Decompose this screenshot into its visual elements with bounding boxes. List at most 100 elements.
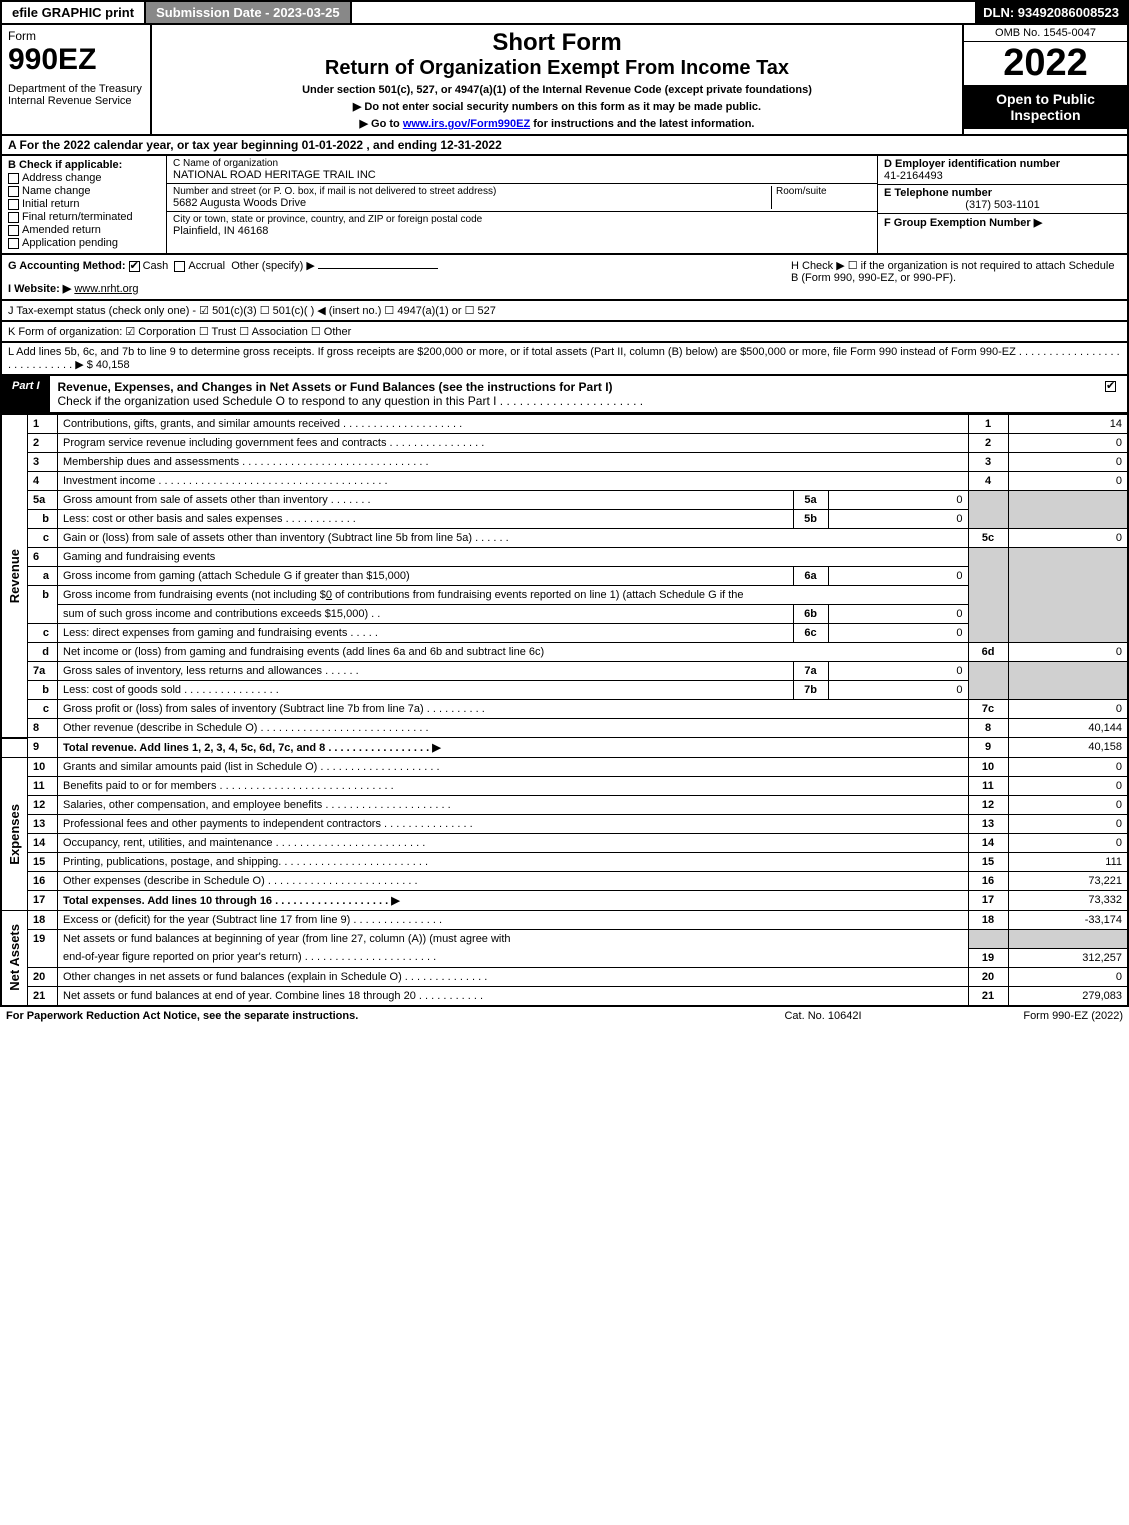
chk-address[interactable]: Address change <box>8 172 160 184</box>
l16-amt: 73,221 <box>1008 872 1128 891</box>
topbar-spacer <box>352 2 976 23</box>
l4-text: Investment income . . . . . . . . . . . … <box>58 472 969 491</box>
l7c-num: c <box>28 700 58 719</box>
col-b: B Check if applicable: Address change Na… <box>2 156 167 253</box>
chk-initial[interactable]: Initial return <box>8 198 160 210</box>
omb-number: OMB No. 1545-0047 <box>964 25 1127 42</box>
open-inspection: Open to Public Inspection <box>964 85 1127 129</box>
l6b-il: 6b <box>793 605 828 624</box>
header-right: OMB No. 1545-0047 2022 Open to Public In… <box>962 25 1127 134</box>
part1-label: Part I <box>2 376 50 412</box>
l-row: L Add lines 5b, 6c, and 7b to line 9 to … <box>0 343 1129 376</box>
rev-side-end <box>1 738 28 758</box>
l5b-ia: 0 <box>828 510 968 529</box>
e-cell: E Telephone number (317) 503-1101 <box>878 185 1127 214</box>
l16-ln: 16 <box>968 872 1008 891</box>
c-name-cell: C Name of organization NATIONAL ROAD HER… <box>167 156 877 184</box>
l12-text: Salaries, other compensation, and employ… <box>58 796 969 815</box>
l19-grey2 <box>1008 930 1128 949</box>
i-label: I Website: ▶ <box>8 283 71 295</box>
part1-title-text: Revenue, Expenses, and Changes in Net As… <box>58 380 613 394</box>
l5-grey1 <box>968 491 1008 529</box>
col-c: C Name of organization NATIONAL ROAD HER… <box>167 156 877 253</box>
l3-text: Membership dues and assessments . . . . … <box>58 453 969 472</box>
l6a-num: a <box>28 567 58 586</box>
l18-ln: 18 <box>968 911 1008 930</box>
l10-num: 10 <box>28 758 58 777</box>
footer-catno: Cat. No. 10642I <box>723 1010 923 1022</box>
l15-text: Printing, publications, postage, and shi… <box>58 853 969 872</box>
l6b-num: b <box>28 586 58 624</box>
l13-amt: 0 <box>1008 815 1128 834</box>
header-left: Form 990EZ Department of the Treasury In… <box>2 25 152 134</box>
chk-pending-lab: Application pending <box>22 237 118 249</box>
chk-name-lab: Name change <box>22 185 91 197</box>
c-city-label: City or town, state or province, country… <box>173 214 871 225</box>
l8-num: 8 <box>28 719 58 738</box>
c-addr-cell: Number and street (or P. O. box, if mail… <box>167 184 877 212</box>
l11-amt: 0 <box>1008 777 1128 796</box>
header-mid: Short Form Return of Organization Exempt… <box>152 25 962 134</box>
j-row: J Tax-exempt status (check only one) - ☑… <box>0 301 1129 322</box>
l16-text: Other expenses (describe in Schedule O) … <box>58 872 969 891</box>
k-row: K Form of organization: ☑ Corporation ☐ … <box>0 322 1129 343</box>
l8-text: Other revenue (describe in Schedule O) .… <box>58 719 969 738</box>
f-label: F Group Exemption Number ▶ <box>884 217 1042 229</box>
l18-num: 18 <box>28 911 58 930</box>
l17-ln: 17 <box>968 891 1008 911</box>
l6c-ia: 0 <box>828 624 968 643</box>
e-val: (317) 503-1101 <box>884 199 1121 211</box>
l13-text: Professional fees and other payments to … <box>58 815 969 834</box>
efile-btn[interactable]: efile GRAPHIC print <box>2 2 146 23</box>
irs-link[interactable]: www.irs.gov/Form990EZ <box>403 118 530 130</box>
l20-num: 20 <box>28 967 58 986</box>
chk-name[interactable]: Name change <box>8 185 160 197</box>
chk-final[interactable]: Final return/terminated <box>8 211 160 223</box>
c-addr-label: Number and street (or P. O. box, if mail… <box>173 186 771 197</box>
g-cell: G Accounting Method: Cash Accrual Other … <box>8 259 791 295</box>
l7b-il: 7b <box>793 681 828 700</box>
l7c-ln: 7c <box>968 700 1008 719</box>
l13-num: 13 <box>28 815 58 834</box>
l20-amt: 0 <box>1008 967 1128 986</box>
website-link[interactable]: www.nrht.org <box>74 283 138 295</box>
l15-num: 15 <box>28 853 58 872</box>
gh-row: G Accounting Method: Cash Accrual Other … <box>0 255 1129 301</box>
l21-text: Net assets or fund balances at end of ye… <box>58 986 969 1006</box>
l11-text: Benefits paid to or for members . . . . … <box>58 777 969 796</box>
part1-header: Part I Revenue, Expenses, and Changes in… <box>0 376 1129 414</box>
l7b-num: b <box>28 681 58 700</box>
sub3-pre: ▶ Go to <box>360 118 403 130</box>
chk-pending[interactable]: Application pending <box>8 237 160 249</box>
part1-check-text: Check if the organization used Schedule … <box>58 394 644 408</box>
l5a-num: 5a <box>28 491 58 510</box>
l12-amt: 0 <box>1008 796 1128 815</box>
l6d-text: Net income or (loss) from gaming and fun… <box>58 643 969 662</box>
g-accrual-chk[interactable] <box>174 261 185 272</box>
l15-amt: 111 <box>1008 853 1128 872</box>
e-label: E Telephone number <box>884 187 992 199</box>
l6-grey1 <box>968 548 1008 643</box>
short-form-title: Short Form <box>158 29 956 57</box>
l6b-text2: sum of such gross income and contributio… <box>58 605 794 624</box>
part1-table: Revenue 1 Contributions, gifts, grants, … <box>0 414 1129 1007</box>
l1-amt: 14 <box>1008 415 1128 434</box>
l17-text: Total expenses. Add lines 10 through 16 … <box>58 891 969 911</box>
return-title: Return of Organization Exempt From Incom… <box>158 57 956 80</box>
l7a-num: 7a <box>28 662 58 681</box>
chk-amended[interactable]: Amended return <box>8 224 160 236</box>
top-bar: efile GRAPHIC print Submission Date - 20… <box>0 0 1129 25</box>
d-val: 41-2164493 <box>884 170 943 182</box>
netassets-side: Net Assets <box>1 911 28 1006</box>
g-cash-chk[interactable] <box>129 261 140 272</box>
l6a-il: 6a <box>793 567 828 586</box>
part1-checkbox[interactable] <box>1097 376 1127 412</box>
l6-num: 6 <box>28 548 58 567</box>
section-bcdef: B Check if applicable: Address change Na… <box>0 156 1129 255</box>
g-other-line[interactable] <box>318 268 438 269</box>
l4-ln: 4 <box>968 472 1008 491</box>
chk-address-lab: Address change <box>22 172 102 184</box>
footer-notice: For Paperwork Reduction Act Notice, see … <box>6 1010 723 1022</box>
chk-initial-lab: Initial return <box>22 198 79 210</box>
l6d-amt: 0 <box>1008 643 1128 662</box>
